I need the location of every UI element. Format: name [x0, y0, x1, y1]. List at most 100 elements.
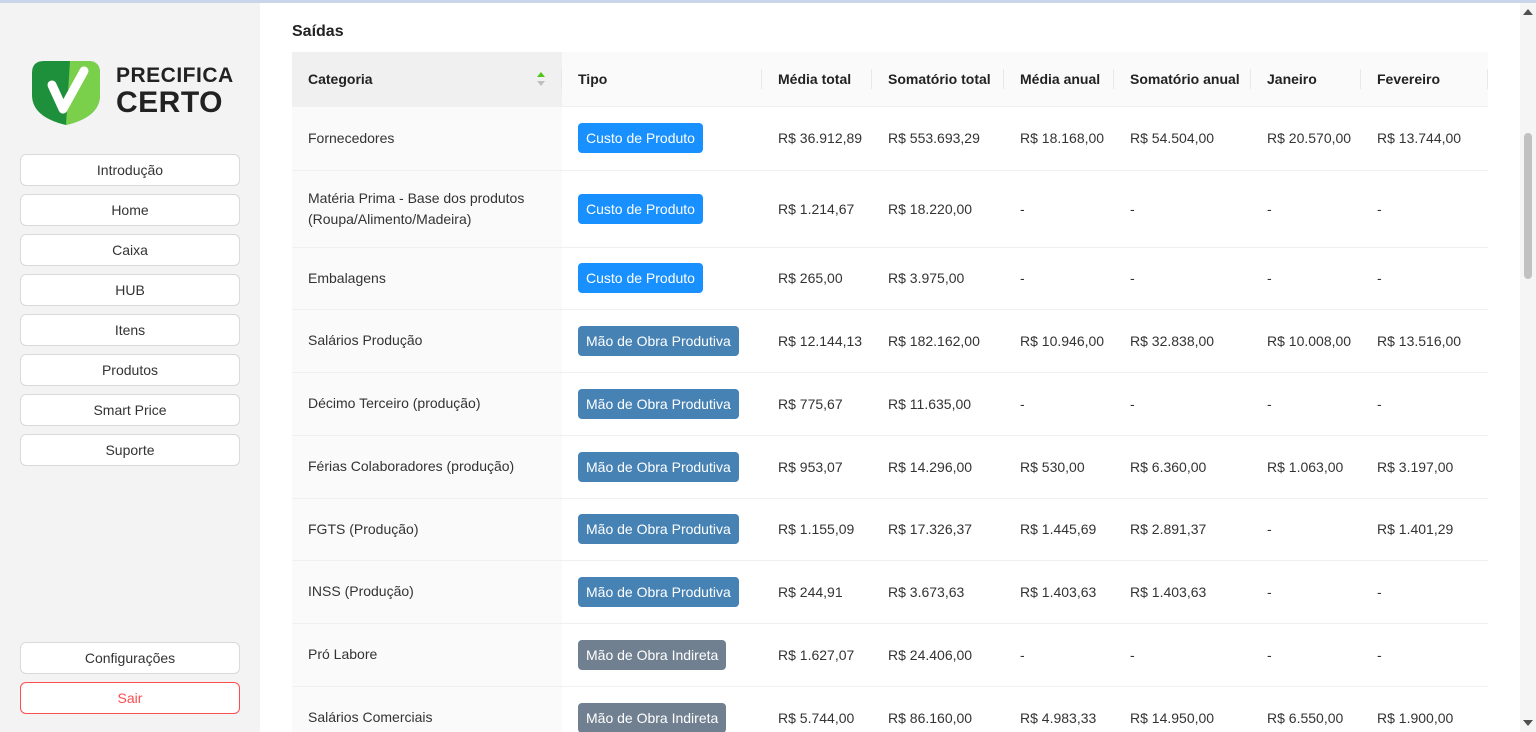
value-cell: R$ 1.214,67 — [762, 170, 872, 248]
sidebar-item-smart-price[interactable]: Smart Price — [20, 394, 240, 426]
value-cell: R$ 4.983,33 — [1004, 686, 1114, 732]
type-tag: Custo de Produto — [578, 263, 703, 293]
column-header-label: Fevereiro — [1377, 70, 1441, 87]
value-cell: R$ 182.162,00 — [872, 309, 1004, 373]
column-header-somatorio-total: Somatório total — [872, 52, 1004, 107]
sidebar-item-caixa[interactable]: Caixa — [20, 234, 240, 266]
value-cell: - — [1114, 170, 1251, 248]
section-title: Saídas — [292, 23, 344, 40]
type-cell: Mão de Obra Produtiva — [562, 498, 762, 561]
value-cell: R$ 953,07 — [762, 435, 872, 499]
scrollbar-thumb[interactable] — [1524, 133, 1532, 279]
value-cell: - — [1251, 498, 1361, 561]
type-tag: Custo de Produto — [578, 193, 703, 224]
value-cell: - — [1251, 372, 1361, 436]
value-cell: - — [1114, 247, 1251, 310]
value-cell: R$ 86.160,00 — [872, 686, 1004, 732]
type-cell: Custo de Produto — [562, 106, 762, 171]
column-divider — [561, 69, 562, 89]
value-cell: R$ 3.197,00 — [1361, 435, 1488, 499]
type-tag: Mão de Obra Produtiva — [578, 576, 739, 607]
value-cell: R$ 1.900,00 — [1361, 686, 1488, 732]
scroll-up-arrow-icon[interactable] — [1523, 9, 1533, 15]
value-cell: R$ 1.445,69 — [1004, 498, 1114, 561]
check-shield-icon — [32, 61, 100, 125]
category-cell: Salários Produção — [292, 309, 562, 373]
column-header-categoria[interactable]: Categoria — [292, 52, 562, 107]
value-cell: - — [1251, 560, 1361, 624]
category-cell: FGTS (Produção) — [292, 498, 562, 561]
scroll-down-arrow-icon[interactable] — [1523, 720, 1533, 726]
type-cell: Custo de Produto — [562, 247, 762, 310]
value-cell: - — [1114, 623, 1251, 687]
brand-line-2: CERTO — [116, 85, 223, 119]
column-divider — [871, 69, 872, 89]
column-header-label: Janeiro — [1267, 70, 1317, 87]
column-header-fevereiro: Fevereiro — [1361, 52, 1488, 107]
table-row: Salários Produção Mão de Obra Produtiva … — [292, 309, 1488, 373]
value-cell: R$ 13.744,00 — [1361, 106, 1488, 171]
table-body: Fornecedores Custo de Produto R$ 36.912,… — [292, 106, 1488, 732]
value-cell: R$ 54.504,00 — [1114, 106, 1251, 171]
category-cell: Embalagens — [292, 247, 562, 310]
value-cell: R$ 530,00 — [1004, 435, 1114, 499]
column-header-janeiro: Janeiro — [1251, 52, 1361, 107]
table-row: FGTS (Produção) Mão de Obra Produtiva R$… — [292, 498, 1488, 561]
sidebar-item-introducao[interactable]: Introdução — [20, 154, 240, 186]
value-cell: - — [1251, 170, 1361, 248]
table-row: Salários Comerciais Mão de Obra Indireta… — [292, 686, 1488, 732]
sidebar-item-itens[interactable]: Itens — [20, 314, 240, 346]
value-cell: - — [1361, 170, 1488, 248]
category-cell: Férias Colaboradores (produção) — [292, 435, 562, 499]
category-cell: Décimo Terceiro (produção) — [292, 372, 562, 436]
value-cell: R$ 20.570,00 — [1251, 106, 1361, 171]
value-cell: R$ 10.946,00 — [1004, 309, 1114, 373]
value-cell: R$ 24.406,00 — [872, 623, 1004, 687]
category-cell: Fornecedores — [292, 106, 562, 171]
page-scrollbar[interactable] — [1520, 3, 1536, 732]
category-cell: Salários Comerciais — [292, 686, 562, 732]
value-cell: - — [1004, 623, 1114, 687]
value-cell: R$ 6.550,00 — [1251, 686, 1361, 732]
value-cell: R$ 244,91 — [762, 560, 872, 624]
column-divider — [1250, 69, 1251, 89]
logout-button[interactable]: Sair — [20, 682, 240, 714]
value-cell: R$ 12.144,13 — [762, 309, 872, 373]
column-header-somatorio-anual: Somatório anual — [1114, 52, 1251, 107]
settings-button[interactable]: Configurações — [20, 642, 240, 674]
column-header-label: Média anual — [1020, 70, 1101, 87]
value-cell: R$ 3.673,63 — [872, 560, 1004, 624]
value-cell: - — [1361, 560, 1488, 624]
value-cell: R$ 14.296,00 — [872, 435, 1004, 499]
expenses-table-container: Categoria Tipo Média total — [292, 52, 1488, 732]
brand-logo: PRECIFICA CERTO — [30, 55, 234, 127]
table-row: Fornecedores Custo de Produto R$ 36.912,… — [292, 106, 1488, 171]
value-cell: R$ 6.360,00 — [1114, 435, 1251, 499]
sort-icon[interactable] — [536, 71, 546, 87]
sidebar-item-home[interactable]: Home — [20, 194, 240, 226]
value-cell: R$ 1.063,00 — [1251, 435, 1361, 499]
value-cell: R$ 14.950,00 — [1114, 686, 1251, 732]
type-cell: Mão de Obra Produtiva — [562, 372, 762, 436]
type-cell: Mão de Obra Indireta — [562, 623, 762, 687]
brand-wordmark: PRECIFICA CERTO — [116, 65, 234, 118]
value-cell: R$ 1.401,29 — [1361, 498, 1488, 561]
value-cell: R$ 10.008,00 — [1251, 309, 1361, 373]
column-divider — [1360, 69, 1361, 89]
sidebar-item-hub[interactable]: HUB — [20, 274, 240, 306]
value-cell: - — [1004, 247, 1114, 310]
value-cell: R$ 265,00 — [762, 247, 872, 310]
value-cell: - — [1361, 247, 1488, 310]
sidebar-nav: Introdução Home Caixa HUB Itens Produtos… — [20, 154, 240, 474]
value-cell: R$ 11.635,00 — [872, 372, 1004, 436]
table-row: Férias Colaboradores (produção) Mão de O… — [292, 435, 1488, 499]
expenses-table: Categoria Tipo Média total — [292, 52, 1488, 732]
sidebar-item-produtos[interactable]: Produtos — [20, 354, 240, 386]
type-tag: Mão de Obra Produtiva — [578, 325, 739, 356]
sidebar-item-suporte[interactable]: Suporte — [20, 434, 240, 466]
value-cell: - — [1361, 372, 1488, 436]
value-cell: R$ 1.155,09 — [762, 498, 872, 561]
value-cell: - — [1114, 372, 1251, 436]
column-header-label: Somatório total — [888, 70, 991, 87]
value-cell: R$ 1.403,63 — [1004, 560, 1114, 624]
